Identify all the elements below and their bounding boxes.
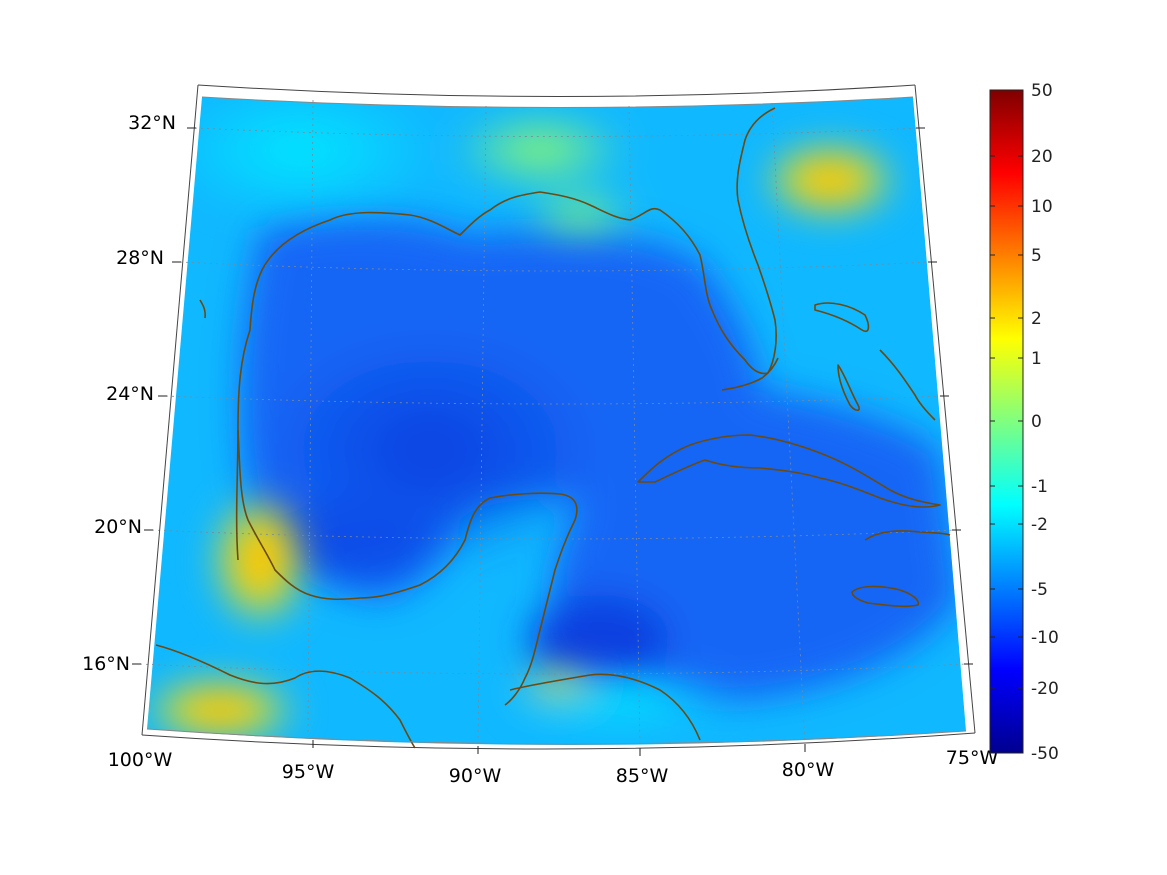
lon-label-80: 80°W [782, 759, 835, 781]
lon-labels: 100°W 95°W 90°W 85°W 80°W 75°W [108, 747, 999, 787]
coastline-mexico-yucatan [237, 429, 578, 706]
colorbar-tick-label: -10 [1031, 628, 1059, 648]
lon-label-75: 75°W [946, 747, 999, 769]
coastlines [155, 107, 951, 749]
colorbar-tick-label: 1 [1031, 349, 1042, 369]
lat-label-32: 32°N [128, 112, 176, 134]
colorbar-tick-label: -1 [1031, 477, 1048, 497]
colorbar-tick-label: 20 [1031, 147, 1053, 167]
colorbar-tick-label: 0 [1031, 412, 1042, 432]
coastline-cuba [637, 434, 941, 508]
lon-label-100: 100°W [108, 749, 173, 771]
colorbar-scale [989, 89, 1024, 754]
graticule [139, 99, 967, 749]
frame-ticks [132, 127, 973, 756]
coastline-florida-keys [721, 357, 779, 391]
colorbar-tick-label: -5 [1031, 580, 1048, 600]
lat-labels: 32°N 28°N 24°N 20°N 16°N [82, 112, 176, 675]
coastline-bahamas-north [814, 302, 870, 333]
colorbar-tick-label: -50 [1031, 744, 1059, 764]
lat-label-28: 28°N [116, 247, 164, 269]
ocean-field [240, 217, 960, 700]
map-frame [141, 84, 976, 750]
lon-label-85: 85°W [616, 765, 669, 787]
colorbar-tick-label: -20 [1031, 679, 1059, 699]
coastline-baja-fragment [199, 299, 206, 319]
coastline-north-gulf [235, 107, 777, 561]
colorbar-tick-label: 10 [1031, 197, 1053, 217]
coastline-jamaica [851, 585, 920, 608]
coastline-bahamas-east [879, 349, 936, 421]
lon-label-95: 95°W [282, 761, 335, 783]
lon-label-90: 90°W [449, 765, 502, 787]
colorbar-tick-label: 5 [1031, 246, 1042, 266]
coastline-andros [837, 364, 860, 412]
coastline-hispaniola [864, 530, 951, 541]
data-field [147, 97, 966, 746]
colorbar-tick-label: 50 [1031, 81, 1053, 101]
lat-label-16: 16°N [82, 653, 130, 675]
lat-label-24: 24°N [106, 383, 154, 405]
coastline-central-america-pacific [155, 644, 416, 749]
lat-label-20: 20°N [94, 516, 142, 538]
colorbar-tick-label: 2 [1031, 309, 1042, 329]
coastline-honduras [509, 673, 701, 741]
colorbar-tick-label: -2 [1031, 515, 1048, 535]
